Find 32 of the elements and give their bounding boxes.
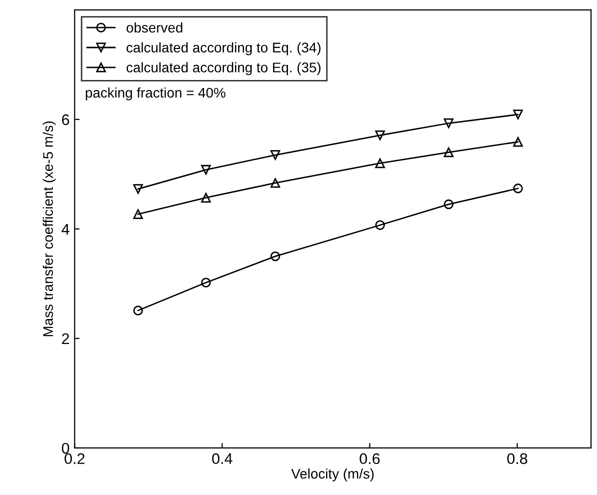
point [201,278,211,288]
point [513,137,523,147]
point [201,192,211,203]
y-tick-label: 6 [62,114,70,126]
point [133,184,143,194]
x-tick-label: 0.6 [360,453,380,464]
point [375,158,385,168]
point [270,251,280,262]
x-tick-label: 0.8 [507,453,528,464]
y-tick-label: 0 [62,442,70,454]
y-tick-label: 4 [62,224,70,234]
point [444,118,454,128]
point [375,130,385,140]
point [513,110,523,120]
point [133,306,143,316]
x-tick-label: 0.4 [212,453,232,464]
point [270,150,280,160]
point [513,184,523,194]
legend-label: calculated according to Eq. (34) [126,42,320,56]
point [201,164,211,175]
y-axis-title: Mass transfer coefficient (xe-5 m/s) [42,121,56,336]
y-tick-label: 2 [62,333,69,344]
legend-label: calculated according to Eq. (35) [126,62,320,76]
point [270,178,280,188]
point [133,209,143,220]
annotation: packing fraction = 40% [86,87,226,100]
point [375,220,385,230]
point [444,147,454,158]
x-axis-title: Velocity (m/s) [291,468,374,482]
point [444,199,454,210]
legend-label: observed [126,22,182,33]
x-tick-label: 0.2 [64,453,84,464]
